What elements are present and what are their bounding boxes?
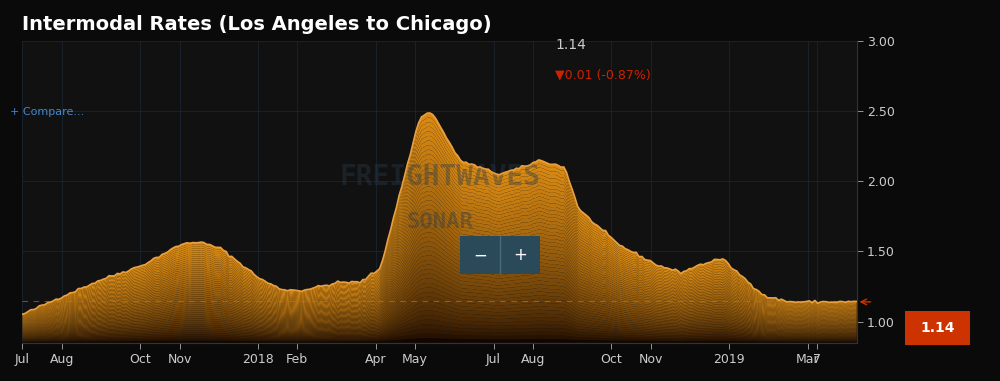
Polygon shape xyxy=(22,177,857,323)
Polygon shape xyxy=(22,260,857,333)
Text: ▼0.01 (-0.87%): ▼0.01 (-0.87%) xyxy=(555,69,651,82)
Polygon shape xyxy=(905,317,915,338)
Polygon shape xyxy=(22,301,857,338)
Polygon shape xyxy=(22,173,857,322)
Polygon shape xyxy=(22,306,857,339)
Text: Intermodal Rates (Los Angeles to Chicago): Intermodal Rates (Los Angeles to Chicago… xyxy=(22,15,492,34)
Polygon shape xyxy=(22,242,857,331)
Polygon shape xyxy=(22,163,857,321)
Polygon shape xyxy=(22,154,857,320)
Polygon shape xyxy=(22,246,857,331)
Polygon shape xyxy=(22,168,857,322)
Polygon shape xyxy=(22,320,857,340)
Polygon shape xyxy=(22,195,857,325)
Polygon shape xyxy=(22,214,857,327)
Polygon shape xyxy=(22,274,857,335)
Polygon shape xyxy=(22,122,857,316)
Polygon shape xyxy=(22,131,857,317)
Polygon shape xyxy=(22,333,857,342)
Polygon shape xyxy=(22,159,857,320)
Polygon shape xyxy=(22,210,857,327)
Polygon shape xyxy=(22,237,857,330)
Polygon shape xyxy=(22,297,857,338)
Text: +: + xyxy=(513,246,527,264)
Polygon shape xyxy=(22,228,857,329)
Polygon shape xyxy=(22,145,857,319)
Polygon shape xyxy=(22,329,857,341)
Polygon shape xyxy=(22,219,857,328)
Text: −: − xyxy=(473,246,487,264)
Polygon shape xyxy=(22,292,857,337)
Polygon shape xyxy=(22,283,857,336)
Polygon shape xyxy=(22,136,857,318)
Polygon shape xyxy=(22,255,857,332)
Text: 1.14: 1.14 xyxy=(920,321,955,335)
Polygon shape xyxy=(22,205,857,326)
Polygon shape xyxy=(22,315,857,340)
Polygon shape xyxy=(22,232,857,330)
Polygon shape xyxy=(22,200,857,325)
Polygon shape xyxy=(22,278,857,335)
Polygon shape xyxy=(22,251,857,332)
Polygon shape xyxy=(22,264,857,333)
Text: 1.14: 1.14 xyxy=(555,38,586,52)
Polygon shape xyxy=(22,311,857,339)
Polygon shape xyxy=(22,324,857,341)
Polygon shape xyxy=(22,182,857,323)
Text: FREIGHTWAVES: FREIGHTWAVES xyxy=(339,163,540,191)
Text: SONAR: SONAR xyxy=(406,212,473,232)
Polygon shape xyxy=(22,127,857,317)
Polygon shape xyxy=(22,338,857,343)
Polygon shape xyxy=(22,141,857,318)
Polygon shape xyxy=(22,186,857,324)
Polygon shape xyxy=(22,117,857,315)
Polygon shape xyxy=(22,150,857,319)
Polygon shape xyxy=(22,113,857,315)
Polygon shape xyxy=(22,288,857,336)
Text: + Compare...: + Compare... xyxy=(10,107,84,117)
Polygon shape xyxy=(22,191,857,324)
Polygon shape xyxy=(22,223,857,328)
Polygon shape xyxy=(22,269,857,334)
